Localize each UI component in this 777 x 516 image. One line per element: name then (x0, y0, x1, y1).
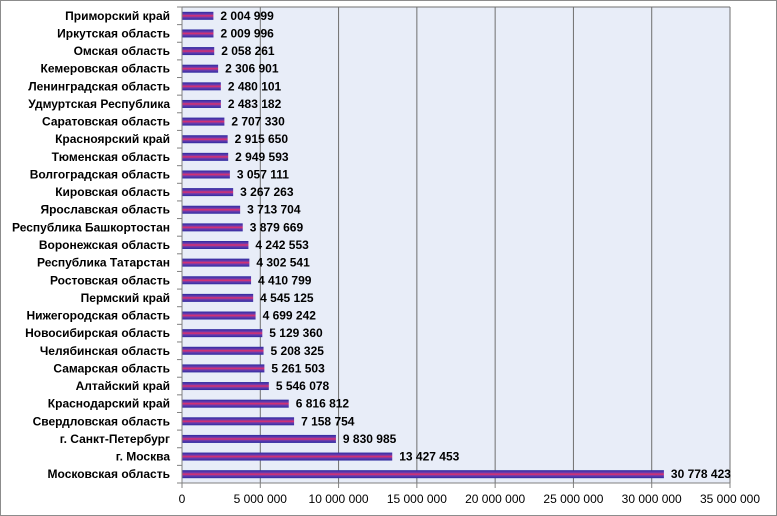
x-tick-label: 10 000 000 (309, 492, 369, 506)
category-label: г. Санкт-Петербург (60, 432, 170, 446)
bar (182, 223, 243, 232)
category-label: Нижегородская область (26, 309, 170, 323)
bar (182, 29, 214, 38)
value-label: 4 242 553 (255, 238, 309, 252)
gridlines (182, 6, 731, 483)
bar (182, 329, 263, 338)
bar (182, 346, 264, 355)
bar (182, 99, 221, 108)
value-label: 7 158 754 (301, 414, 355, 428)
category-label: Омская область (74, 44, 170, 58)
bar (182, 135, 228, 144)
bar (182, 152, 229, 161)
value-label: 2 480 101 (228, 79, 282, 93)
category-label: Челябинская область (40, 344, 170, 358)
bar (182, 47, 215, 56)
category-label: Приморский край (65, 9, 170, 23)
bar (182, 311, 256, 320)
x-tick-label: 25 000 000 (543, 492, 603, 506)
value-label: 4 410 799 (258, 273, 312, 287)
category-label: Пермский край (81, 291, 170, 305)
value-label: 30 778 423 (671, 467, 731, 481)
category-label: Кировская область (55, 185, 170, 199)
value-label: 9 830 985 (343, 432, 397, 446)
category-label: Московская область (48, 467, 170, 481)
value-label: 5 129 360 (269, 326, 323, 340)
bar (182, 452, 393, 461)
category-label: Воронежская область (39, 238, 170, 252)
category-label: Саратовская область (42, 115, 170, 129)
x-tick-label: 0 (179, 492, 186, 506)
bar (182, 293, 254, 302)
value-label: 3 267 263 (240, 185, 294, 199)
bar (182, 205, 241, 214)
bar (182, 417, 295, 426)
x-tick-label: 35 000 000 (700, 492, 760, 506)
category-label: Ярославская область (40, 203, 170, 217)
category-label: Тюменская область (52, 150, 170, 164)
x-tick-label: 5 000 000 (234, 492, 288, 506)
bar (182, 241, 249, 249)
x-tick-label: 20 000 000 (465, 492, 525, 506)
bar (182, 434, 336, 443)
bar (182, 82, 221, 91)
value-label: 3 057 111 (237, 167, 289, 181)
axes (177, 6, 731, 488)
category-label: г. Москва (116, 450, 171, 464)
value-label: 2 306 901 (225, 62, 279, 76)
value-label: 2 949 593 (235, 150, 289, 164)
bar (182, 364, 265, 373)
bar (182, 11, 214, 20)
bar (182, 276, 252, 285)
value-label: 2 707 330 (231, 115, 285, 129)
x-tick-label: 15 000 000 (387, 492, 447, 506)
value-label: 6 816 812 (296, 397, 350, 411)
bar (182, 117, 225, 126)
category-label: Красноярский край (55, 132, 170, 146)
category-label: Ленинградская область (28, 79, 170, 93)
bar (182, 382, 269, 391)
value-label: 4 545 125 (260, 291, 314, 305)
labels: 0 5 000 000 10 000 000 15 000 000 20 000 000… (12, 9, 760, 506)
value-label: 13 427 453 (399, 450, 459, 464)
bars (182, 11, 664, 479)
value-label: 2 915 650 (235, 132, 289, 146)
bar (182, 470, 664, 479)
bar (182, 258, 250, 267)
category-label: Алтайский край (76, 379, 170, 393)
value-label: 3 713 704 (247, 203, 301, 217)
x-tick-label: 30 000 000 (622, 492, 682, 506)
category-label: Кемеровская область (41, 62, 171, 76)
category-label: Самарская область (53, 361, 170, 375)
category-label: Свердловская область (33, 414, 170, 428)
bar (182, 399, 289, 408)
value-label: 4 699 242 (263, 309, 317, 323)
value-label: 5 546 078 (276, 379, 330, 393)
bar (182, 188, 234, 197)
category-label: Удмуртская Республика (28, 97, 170, 111)
value-label: 3 879 669 (250, 220, 304, 234)
category-label: Новосибирская область (25, 326, 170, 340)
value-label: 2 004 999 (220, 9, 274, 23)
category-label: Краснодарский край (48, 397, 170, 411)
category-label: Иркутская область (57, 26, 170, 40)
value-label: 5 208 325 (271, 344, 325, 358)
value-label: 2 058 261 (221, 44, 275, 58)
category-label: Волгоградская область (30, 167, 170, 181)
bar (182, 64, 219, 73)
value-label: 2 009 996 (220, 26, 274, 40)
category-label: Республика Башкортостан (12, 220, 170, 234)
value-label: 5 261 503 (271, 361, 325, 375)
category-label: Республика Татарстан (37, 256, 170, 270)
value-label: 2 483 182 (228, 97, 282, 111)
category-label: Ростовская область (50, 273, 170, 287)
value-label: 4 302 541 (256, 256, 310, 270)
bar (182, 170, 230, 179)
